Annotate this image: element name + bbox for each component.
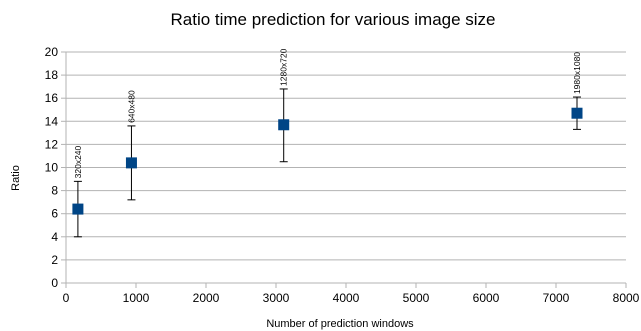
x-tick-label: 5000 — [403, 291, 430, 305]
x-tick-label: 3000 — [263, 291, 290, 305]
y-tick-label: 2 — [51, 253, 58, 267]
data-point-label: 1980x1080 — [572, 52, 582, 94]
x-tick-label: 0 — [63, 291, 70, 305]
x-tick-label: 6000 — [473, 291, 500, 305]
y-tick-label: 14 — [45, 114, 59, 128]
grid — [66, 51, 626, 261]
y-tick-label: 12 — [45, 137, 59, 151]
chart-title: Ratio time prediction for various image … — [170, 10, 495, 29]
x-axis-title: Number of prediction windows — [266, 318, 414, 330]
y-tick-label: 10 — [45, 161, 59, 175]
data-point-label: 1280x720 — [279, 48, 289, 86]
data-point-label: 640x480 — [126, 90, 136, 123]
x-tick-label: 4000 — [333, 291, 360, 305]
data-point-marker — [571, 107, 583, 119]
data-points — [72, 107, 583, 215]
y-tick-label: 6 — [51, 207, 58, 221]
y-tick-label: 20 — [45, 45, 59, 59]
y-tick-label: 4 — [51, 230, 58, 244]
y-axis-title: Ratio — [10, 165, 22, 191]
y-tick-label: 16 — [45, 91, 59, 105]
x-tick-label: 8000 — [613, 291, 640, 305]
x-tick-label: 7000 — [543, 291, 570, 305]
y-tick-label: 8 — [51, 184, 58, 198]
error-bars — [73, 88, 581, 238]
x-tick-label: 1000 — [123, 291, 150, 305]
y-tick-label: 18 — [45, 68, 59, 82]
data-point-marker — [72, 203, 84, 215]
y-axis-ticks: 0 2 4 6 8 10 12 14 16 18 20 — [45, 45, 66, 290]
y-tick-label: 0 — [51, 276, 58, 290]
data-point-label: 320x240 — [73, 145, 83, 178]
data-point-marker — [278, 119, 290, 131]
data-labels: 320x240 640x480 1280x720 1980x1080 — [73, 48, 582, 178]
data-point-marker — [125, 157, 137, 169]
x-axis-ticks: 0 1000 2000 3000 4000 5000 6000 7000 8000 — [63, 283, 640, 305]
x-tick-label: 2000 — [193, 291, 220, 305]
